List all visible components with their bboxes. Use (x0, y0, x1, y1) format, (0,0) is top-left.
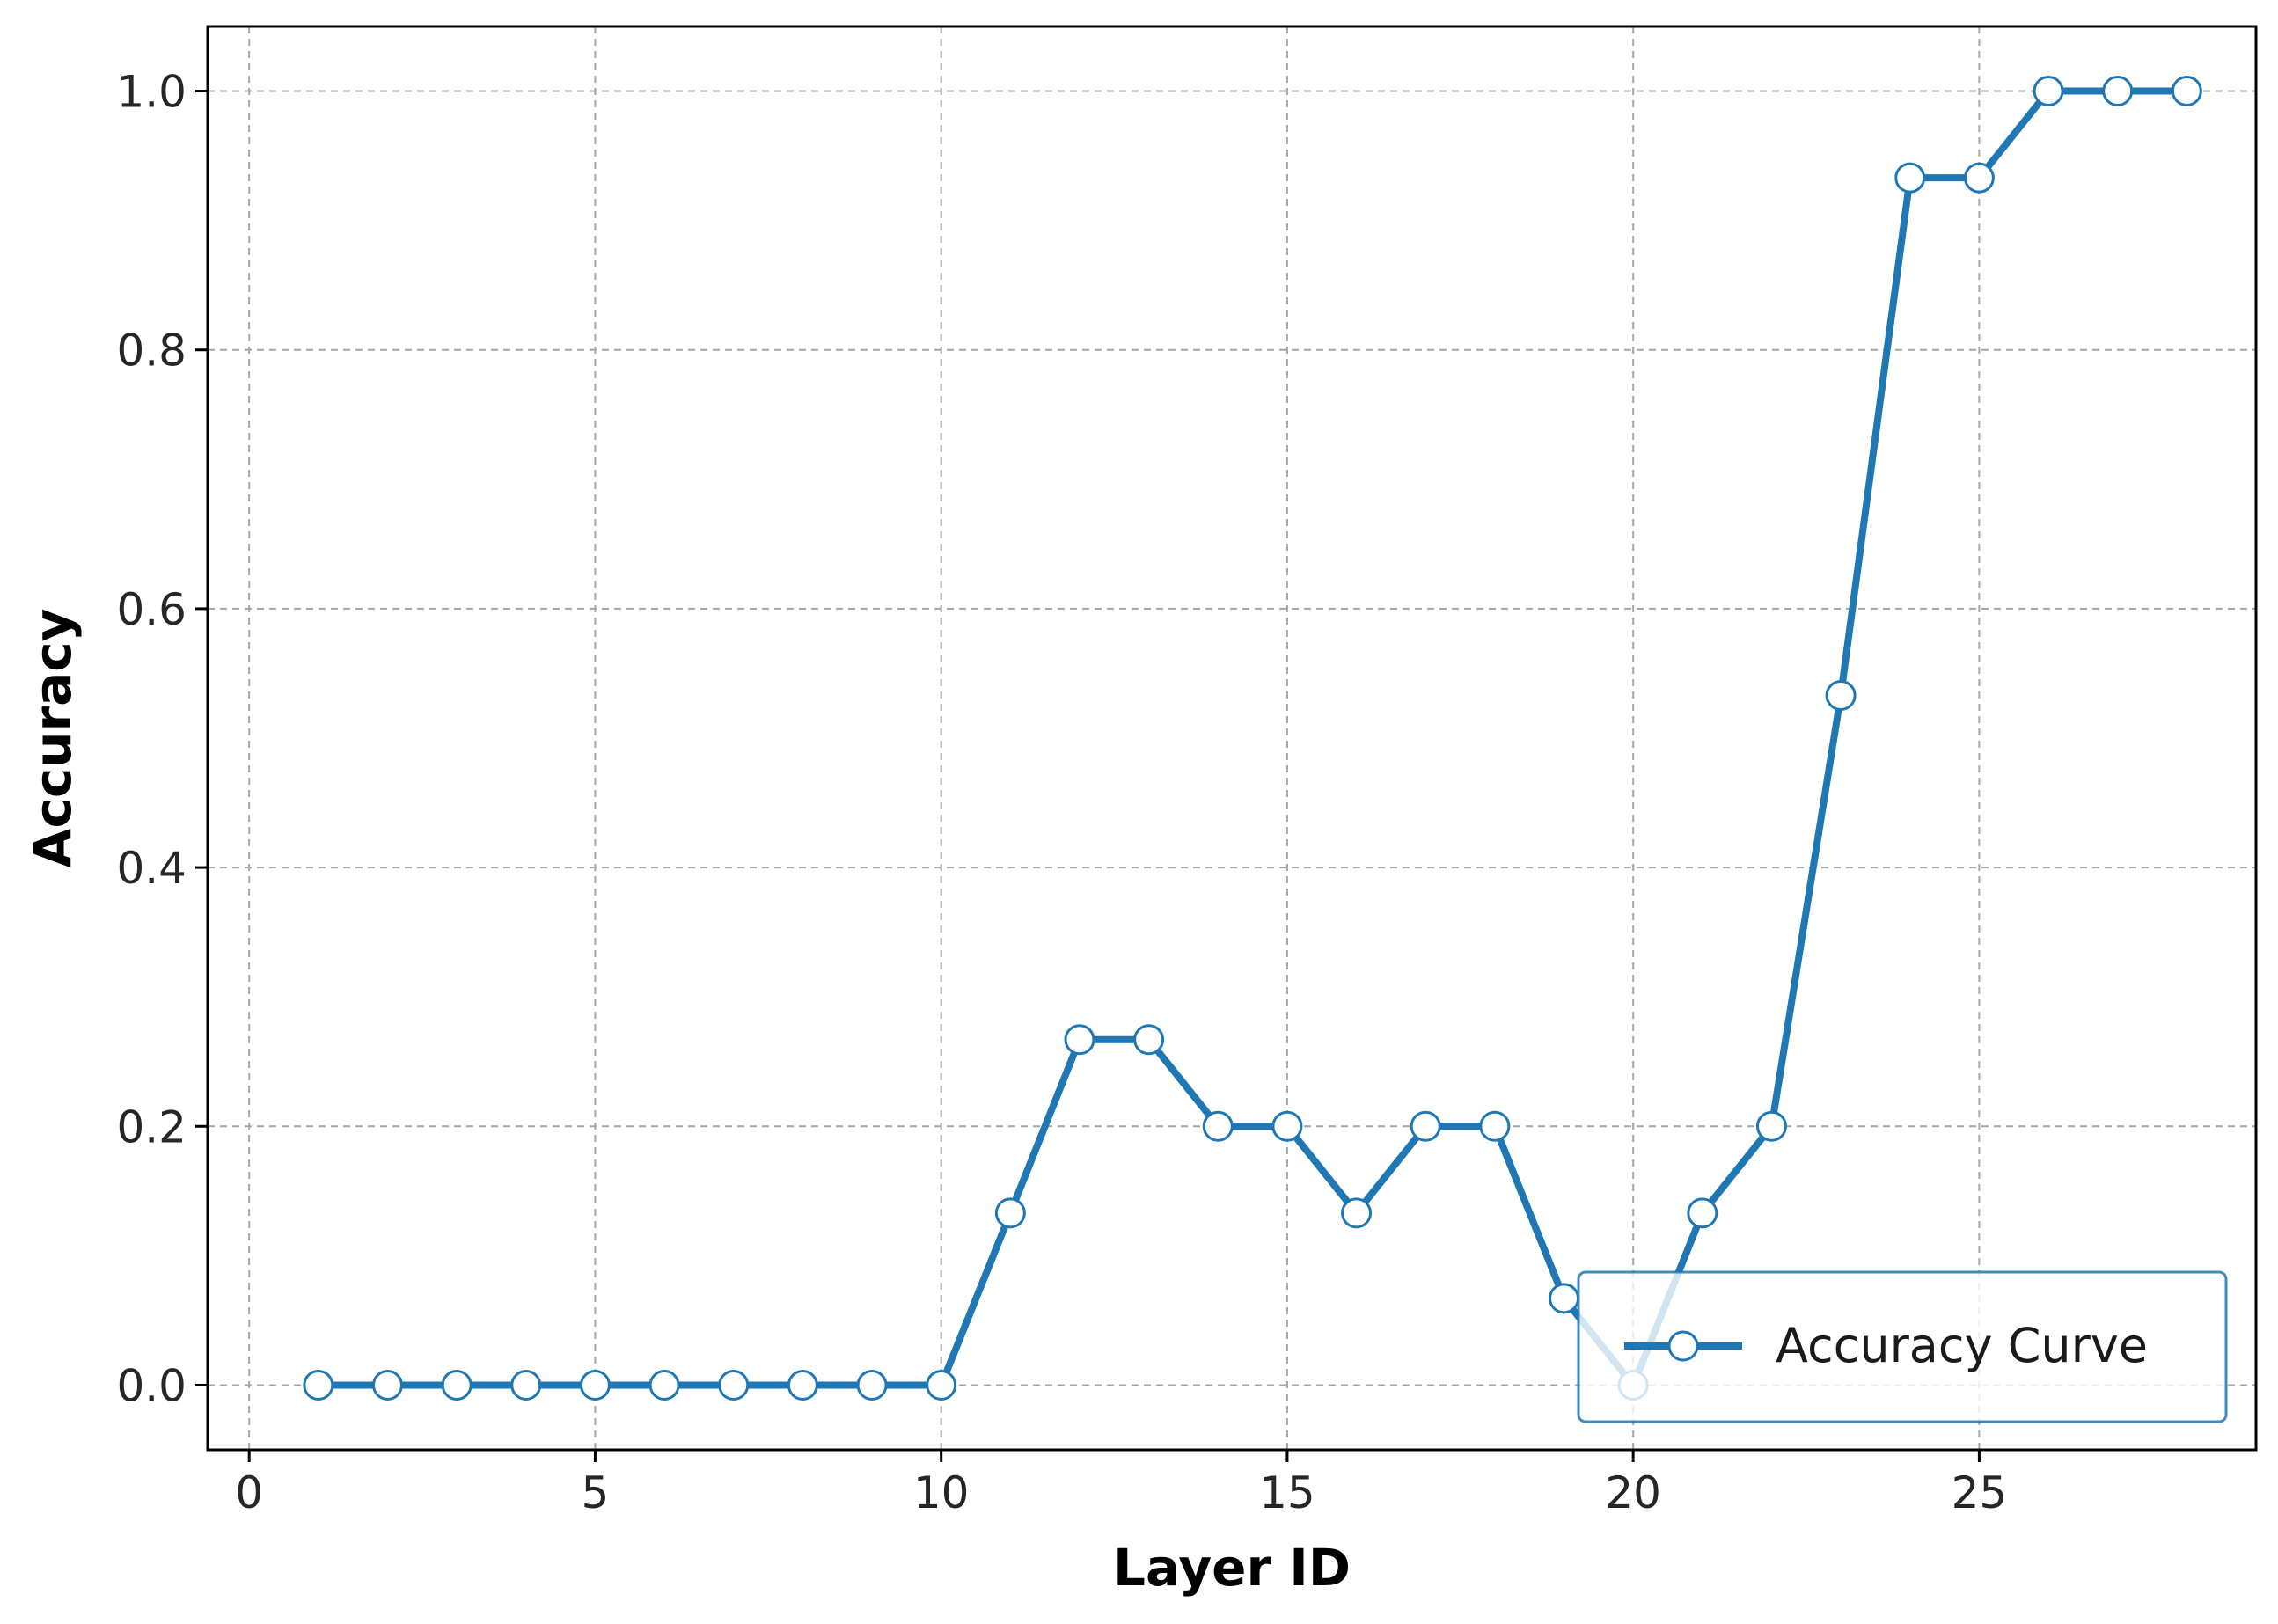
data-point (1963, 162, 1995, 194)
data-point (1202, 1110, 1234, 1142)
plot-frame (206, 25, 2258, 1452)
y-tick-label: 0.2 (116, 1101, 187, 1152)
data-point (1549, 1283, 1580, 1314)
data-point (994, 1197, 1026, 1229)
data-point (1064, 1024, 1095, 1056)
series-layer (303, 76, 2202, 1401)
data-point (579, 1369, 611, 1401)
y-tick-label: 0.0 (116, 1360, 187, 1411)
data-point (1133, 1024, 1165, 1056)
data-point (787, 1369, 818, 1401)
data-point (1479, 1110, 1511, 1142)
ticks: 0 5 10 15 20 25 0.0 0.2 0.4 0.6 0.8 1.0 (116, 67, 2007, 1518)
y-tick-label: 0.8 (116, 326, 187, 377)
y-tick-label: 0.6 (116, 584, 187, 635)
y-tick-label: 1.0 (116, 67, 187, 118)
y-axis-title: Accuracy (23, 609, 83, 868)
data-point (1687, 1197, 1718, 1229)
data-point (2171, 76, 2202, 107)
series-line (318, 87, 2187, 1389)
x-tick-label: 20 (1605, 1467, 1661, 1518)
x-axis-title: Layer ID (1113, 1538, 1351, 1598)
data-point (371, 1369, 403, 1401)
x-tick-label: 25 (1952, 1467, 2008, 1518)
data-point (648, 1369, 680, 1401)
data-point (1271, 1110, 1303, 1142)
x-tick-label: 15 (1259, 1467, 1315, 1518)
data-point (1341, 1197, 1373, 1229)
data-point (926, 1369, 957, 1401)
data-point (2033, 76, 2064, 107)
data-point (510, 1369, 542, 1401)
data-point (856, 1369, 888, 1401)
legend: Accuracy Curve (1577, 1270, 2228, 1423)
data-point (303, 1369, 334, 1401)
data-point (1894, 162, 1926, 194)
data-point (1410, 1110, 1441, 1142)
data-point (1755, 1110, 1787, 1142)
x-tick-label: 5 (582, 1467, 610, 1518)
data-point (718, 1369, 750, 1401)
legend-box (1577, 1270, 2228, 1423)
data-point (2102, 76, 2134, 107)
data-point (441, 1369, 472, 1401)
plot-background (208, 26, 2256, 1450)
legend-marker-swatch (1667, 1330, 1699, 1362)
x-tick-label: 0 (235, 1467, 263, 1518)
data-point (1825, 679, 1857, 711)
legend-label-accuracy-curve: Accuracy Curve (1776, 1318, 2148, 1373)
y-tick-label: 0.4 (116, 843, 187, 894)
x-tick-label: 10 (913, 1467, 970, 1518)
